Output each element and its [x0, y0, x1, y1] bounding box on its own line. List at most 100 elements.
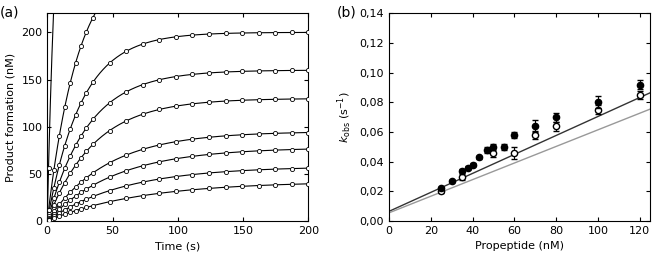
Point — [270, 97, 281, 101]
Point — [187, 72, 198, 76]
Point — [187, 172, 198, 177]
Point — [121, 90, 131, 94]
Point — [60, 203, 70, 207]
Point — [137, 112, 148, 116]
Point — [76, 156, 86, 160]
Point — [76, 180, 86, 184]
Point — [286, 68, 297, 72]
Point — [76, 101, 86, 105]
Point — [270, 148, 281, 152]
Point — [121, 153, 131, 157]
Point — [171, 157, 181, 161]
Point — [87, 15, 98, 20]
Point — [60, 208, 70, 212]
Point — [54, 214, 64, 218]
Point — [65, 171, 76, 176]
Point — [60, 105, 70, 109]
Point — [43, 218, 54, 223]
Point — [254, 98, 264, 102]
Point — [54, 163, 64, 167]
Point — [220, 170, 231, 174]
Point — [220, 134, 231, 138]
Point — [303, 147, 313, 151]
Point — [70, 185, 81, 189]
Point — [204, 135, 214, 139]
Point — [65, 127, 76, 131]
Point — [70, 194, 81, 198]
Point — [303, 166, 313, 170]
Point — [81, 30, 92, 34]
Point — [87, 117, 98, 121]
Point — [43, 212, 54, 216]
Point — [220, 31, 231, 35]
Point — [87, 142, 98, 146]
Point — [187, 188, 198, 192]
Point — [137, 164, 148, 168]
Point — [87, 80, 98, 84]
Point — [104, 161, 115, 165]
Point — [270, 183, 281, 187]
Point — [237, 98, 248, 102]
Point — [76, 134, 86, 138]
Point — [54, 180, 64, 184]
Text: (b): (b) — [336, 5, 356, 19]
Point — [187, 33, 198, 37]
Point — [171, 189, 181, 194]
Point — [87, 195, 98, 199]
Point — [49, 212, 59, 216]
Point — [76, 190, 86, 195]
Point — [60, 212, 70, 216]
Point — [171, 140, 181, 144]
Point — [270, 69, 281, 73]
Point — [303, 97, 313, 101]
Point — [286, 182, 297, 186]
Point — [137, 42, 148, 46]
Point — [286, 30, 297, 34]
Point — [54, 134, 64, 138]
Y-axis label: Product formation (nM): Product formation (nM) — [6, 53, 16, 182]
Point — [187, 137, 198, 141]
Point — [154, 38, 164, 42]
X-axis label: Time (s): Time (s) — [155, 241, 200, 251]
Point — [104, 189, 115, 193]
Point — [137, 147, 148, 151]
Point — [60, 144, 70, 148]
Point — [220, 151, 231, 155]
Point — [43, 214, 54, 218]
Point — [254, 69, 264, 73]
Point — [70, 209, 81, 213]
Point — [70, 61, 81, 65]
Point — [204, 32, 214, 36]
Point — [204, 71, 214, 75]
Point — [187, 154, 198, 158]
X-axis label: Propeptide (nM): Propeptide (nM) — [475, 241, 564, 251]
Point — [43, 218, 54, 222]
Point — [254, 168, 264, 172]
Point — [254, 132, 264, 136]
Point — [121, 184, 131, 188]
Text: (a): (a) — [0, 5, 20, 19]
Point — [49, 216, 59, 220]
Point — [43, 216, 54, 220]
Point — [81, 149, 92, 153]
Y-axis label: $k_{\rm obs}$ (s$^{-1}$): $k_{\rm obs}$ (s$^{-1}$) — [336, 91, 354, 143]
Point — [270, 131, 281, 135]
Point — [65, 205, 76, 209]
Point — [104, 128, 115, 133]
Point — [104, 101, 115, 105]
Point — [154, 78, 164, 82]
Point — [204, 152, 214, 157]
Point — [87, 204, 98, 208]
Point — [154, 107, 164, 112]
Point — [154, 160, 164, 164]
Point — [204, 186, 214, 190]
Point — [60, 166, 70, 170]
Point — [54, 203, 64, 207]
Point — [81, 197, 92, 201]
Point — [76, 199, 86, 204]
Point — [254, 149, 264, 153]
Point — [154, 177, 164, 181]
Point — [237, 169, 248, 173]
Point — [286, 167, 297, 171]
Point — [137, 194, 148, 198]
